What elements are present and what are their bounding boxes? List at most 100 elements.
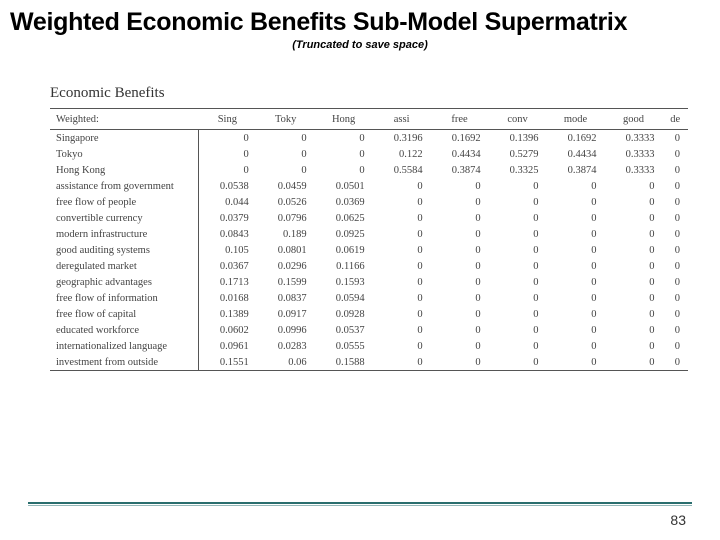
table-header-row: Weighted: Sing Toky Hong assi free conv …: [50, 109, 688, 130]
cell: 0: [489, 354, 547, 371]
cell: 0.1692: [547, 130, 605, 147]
cell: 0: [431, 258, 489, 274]
cell: 0.0625: [315, 210, 373, 226]
cell: 0.0459: [257, 178, 315, 194]
cell: 0.0555: [315, 338, 373, 354]
cell: 0: [662, 130, 688, 147]
table-row: modern infrastructure0.08430.1890.092500…: [50, 226, 688, 242]
cell: 0: [315, 130, 373, 147]
cell: 0.0928: [315, 306, 373, 322]
cell: 0: [662, 338, 688, 354]
cell: 0.0925: [315, 226, 373, 242]
cell: 0: [662, 194, 688, 210]
cell: 0: [373, 290, 431, 306]
cell: 0: [547, 354, 605, 371]
cell: 0: [373, 354, 431, 371]
row-label: Singapore: [50, 130, 198, 147]
cell: 0.0538: [198, 178, 257, 194]
cell: 0.4434: [431, 146, 489, 162]
cell: 0: [431, 274, 489, 290]
row-label: free flow of information: [50, 290, 198, 306]
cell: 0: [489, 178, 547, 194]
cell: 0: [489, 210, 547, 226]
table-row: deregulated market0.03670.02960.11660000…: [50, 258, 688, 274]
cell: 0: [489, 274, 547, 290]
col-header: free: [431, 109, 489, 130]
table-row: Tokyo0000.1220.44340.52790.44340.33330: [50, 146, 688, 162]
cell: 0.0796: [257, 210, 315, 226]
cell: 0: [431, 322, 489, 338]
cell: 0: [257, 146, 315, 162]
cell: 0: [431, 226, 489, 242]
col-header: mode: [547, 109, 605, 130]
cell: 0: [431, 306, 489, 322]
cell: 0.0619: [315, 242, 373, 258]
cell: 0: [605, 210, 663, 226]
cell: 0.122: [373, 146, 431, 162]
cell: 0: [373, 322, 431, 338]
cell: 0.1692: [431, 130, 489, 147]
cell: 0: [547, 274, 605, 290]
header-label: Weighted:: [50, 109, 198, 130]
cell: 0: [605, 194, 663, 210]
col-header: de: [662, 109, 688, 130]
row-label: geographic advantages: [50, 274, 198, 290]
cell: 0: [662, 290, 688, 306]
cell: 0: [489, 226, 547, 242]
cell: 0: [315, 146, 373, 162]
table-head: Weighted: Sing Toky Hong assi free conv …: [50, 109, 688, 130]
cell: 0: [489, 322, 547, 338]
cell: 0: [605, 242, 663, 258]
row-label: assistance from government: [50, 178, 198, 194]
cell: 0: [547, 242, 605, 258]
cell: 0: [605, 354, 663, 371]
table-row: convertible currency0.03790.07960.062500…: [50, 210, 688, 226]
cell: 0: [662, 354, 688, 371]
cell: 0.0367: [198, 258, 257, 274]
cell: 0.1713: [198, 274, 257, 290]
cell: 0.0801: [257, 242, 315, 258]
cell: 0: [605, 258, 663, 274]
table-row: educated workforce0.06020.09960.05370000…: [50, 322, 688, 338]
row-label: free flow of people: [50, 194, 198, 210]
cell: 0: [605, 322, 663, 338]
cell: 0: [662, 258, 688, 274]
col-header: Toky: [257, 109, 315, 130]
cell: 0: [373, 178, 431, 194]
col-header: Hong: [315, 109, 373, 130]
row-label: investment from outside: [50, 354, 198, 371]
row-label: free flow of capital: [50, 306, 198, 322]
cell: 0: [547, 210, 605, 226]
cell: 0: [605, 290, 663, 306]
cell: 0.0296: [257, 258, 315, 274]
cell: 0: [489, 242, 547, 258]
cell: 0.1551: [198, 354, 257, 371]
cell: 0.1396: [489, 130, 547, 147]
cell: 0.105: [198, 242, 257, 258]
cell: 0.0602: [198, 322, 257, 338]
cell: 0: [662, 162, 688, 178]
cell: 0.1588: [315, 354, 373, 371]
cell: 0: [662, 146, 688, 162]
table-row: good auditing systems0.1050.08010.061900…: [50, 242, 688, 258]
cell: 0: [547, 322, 605, 338]
cell: 0.0837: [257, 290, 315, 306]
cell: 0: [662, 306, 688, 322]
cell: 0: [547, 338, 605, 354]
cell: 0: [373, 258, 431, 274]
slide-title: Weighted Economic Benefits Sub-Model Sup…: [10, 8, 710, 37]
cell: 0.3333: [605, 130, 663, 147]
page-number: 83: [670, 512, 686, 528]
cell: 0: [605, 306, 663, 322]
cell: 0: [431, 338, 489, 354]
table-row: free flow of capital0.13890.09170.092800…: [50, 306, 688, 322]
table-row: internationalized language0.09610.02830.…: [50, 338, 688, 354]
cell: 0: [373, 210, 431, 226]
cell: 0: [489, 258, 547, 274]
row-label: good auditing systems: [50, 242, 198, 258]
supermatrix-table-wrap: Weighted: Sing Toky Hong assi free conv …: [50, 108, 688, 371]
cell: 0: [198, 162, 257, 178]
cell: 0: [489, 194, 547, 210]
cell: 0.5584: [373, 162, 431, 178]
cell: 0: [547, 306, 605, 322]
